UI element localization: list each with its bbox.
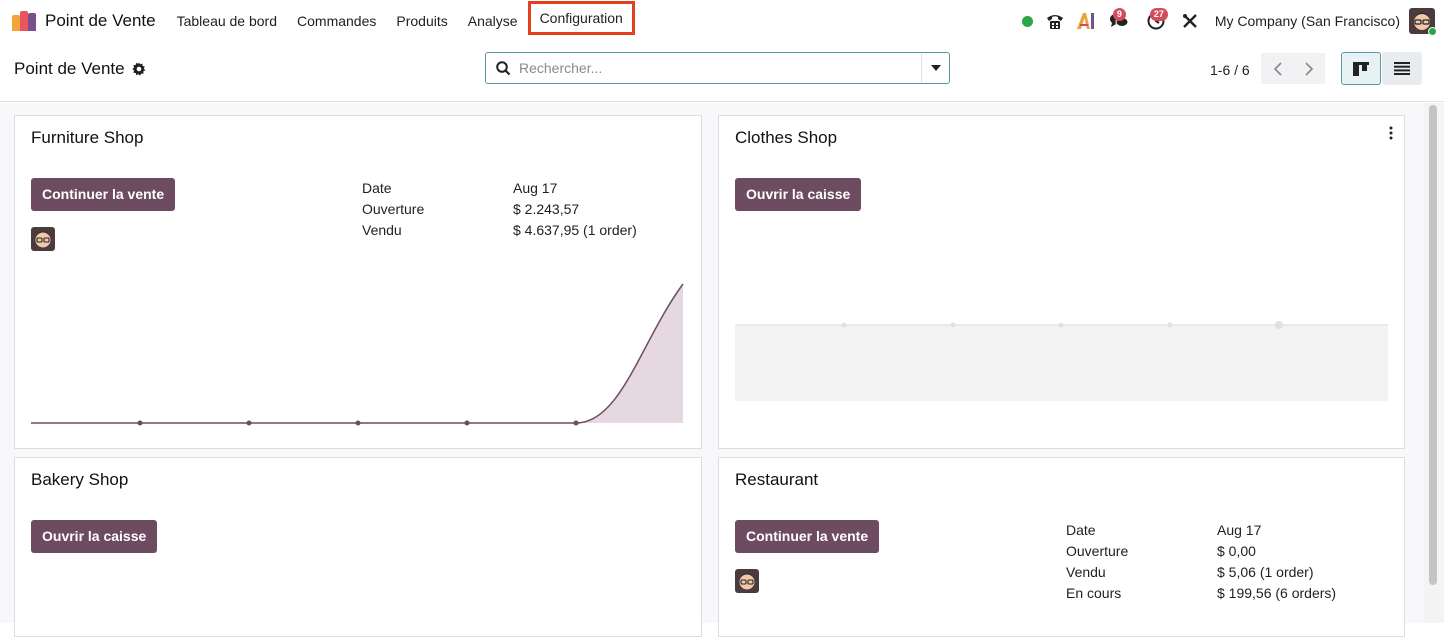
- messages-badge: 9: [1112, 8, 1126, 21]
- pos-app-icon: [12, 11, 38, 31]
- pos-card-furniture[interactable]: Furniture Shop Continuer la vente Date Au…: [14, 115, 702, 449]
- graph-point: [950, 322, 956, 328]
- stat-value-date: Aug 17: [1217, 522, 1262, 538]
- user-avatar[interactable]: [1400, 0, 1444, 42]
- menu-tableau-de-bord[interactable]: Tableau de bord: [176, 13, 278, 29]
- menu-analyse[interactable]: Analyse: [467, 13, 518, 29]
- activities-icon[interactable]: 27: [1137, 0, 1175, 42]
- open-register-button[interactable]: Ouvrir la caisse: [31, 520, 158, 553]
- chevron-left-icon: [1273, 61, 1282, 76]
- main-menu: Tableau de bord Commandes Produits Analy…: [167, 0, 635, 42]
- scrollbar[interactable]: [1424, 103, 1444, 623]
- list-icon: [1394, 62, 1410, 75]
- app-brand[interactable]: Point de Vente: [12, 11, 156, 31]
- debug-tools-icon[interactable]: [1175, 0, 1205, 42]
- graph-point: [1058, 322, 1064, 328]
- chevron-right-icon: [1304, 61, 1313, 76]
- list-view-button[interactable]: [1382, 52, 1422, 85]
- stat-label-date: Date: [362, 180, 392, 196]
- stat-value-sold: $ 4.637,95 (1 order): [513, 222, 637, 238]
- continue-selling-button[interactable]: Continuer la vente: [31, 178, 176, 211]
- control-panel: Point de Vente 1-6 / 6: [0, 42, 1444, 102]
- graph-point: [1167, 322, 1173, 328]
- graph-point: [137, 420, 143, 426]
- card-title: Restaurant: [735, 470, 819, 489]
- breadcrumb: Point de Vente: [14, 59, 146, 79]
- user-avatar: [31, 227, 55, 251]
- graph-point: [246, 420, 252, 426]
- stat-label-in-progress: En cours: [1066, 585, 1122, 601]
- open-register-button[interactable]: Ouvrir la caisse: [735, 178, 862, 211]
- graph-point: [1275, 321, 1283, 329]
- status-dot-icon: [1017, 0, 1039, 42]
- gear-icon[interactable]: [131, 62, 146, 76]
- graph-point: [841, 322, 847, 328]
- pager-previous-button[interactable]: [1261, 53, 1293, 84]
- card-title: Bakery Shop: [31, 470, 129, 489]
- card-title: Furniture Shop: [31, 128, 144, 147]
- stat-label-opening: Ouverture: [1066, 543, 1129, 559]
- graph-point: [464, 420, 470, 426]
- user-avatar: [735, 569, 759, 593]
- stat-label-sold: Vendu: [1066, 564, 1106, 580]
- kebab-menu-icon[interactable]: [1388, 126, 1394, 140]
- search-input[interactable]: [519, 54, 921, 82]
- sales-graph-placeholder: [735, 321, 1388, 401]
- ai-icon[interactable]: [1071, 0, 1101, 42]
- pos-card-restaurant[interactable]: Restaurant Continuer la vente Date Aug 17…: [718, 457, 1405, 637]
- search-icon: [496, 60, 511, 75]
- pager-next-button[interactable]: [1293, 53, 1325, 84]
- stat-value-in-progress: $ 199,56 (6 orders): [1217, 585, 1337, 601]
- menu-configuration[interactable]: Configuration: [527, 1, 635, 35]
- card-title: Clothes Shop: [735, 128, 838, 147]
- menu-commandes[interactable]: Commandes: [297, 13, 377, 29]
- search-bar: [485, 52, 950, 84]
- session-stats: Date Aug 17 Ouverture $ 2.243,57 Vendu $ 4.…: [362, 178, 637, 241]
- stat-value-sold: $ 5,06 (1 order): [1217, 564, 1314, 580]
- app-title: Point de Vente: [45, 11, 156, 30]
- continue-selling-button[interactable]: Continuer la vente: [735, 520, 880, 553]
- systray: 9 27 My Company (San Francisco): [1017, 0, 1444, 42]
- kanban-area: Furniture Shop Continuer la vente Date Au…: [0, 103, 1424, 637]
- stat-label-date: Date: [1066, 522, 1096, 538]
- company-switcher[interactable]: My Company (San Francisco): [1214, 13, 1400, 29]
- session-stats: Date Aug 17 Ouverture $ 0,00 Vendu $ 5,06 (…: [1066, 520, 1336, 604]
- kanban-view-button[interactable]: [1341, 52, 1381, 85]
- pager-value[interactable]: 1-6 / 6: [1210, 62, 1250, 78]
- scrollbar-thumb[interactable]: [1429, 105, 1437, 585]
- pos-card-clothes[interactable]: Clothes Shop Ouvrir la caisse: [718, 115, 1405, 449]
- search-options-toggle[interactable]: [921, 53, 949, 83]
- graph-point: [355, 420, 361, 426]
- stat-value-opening: $ 2.243,57: [513, 201, 580, 217]
- activities-badge: 27: [1149, 8, 1168, 21]
- stat-value-opening: $ 0,00: [1217, 543, 1256, 559]
- stat-label-sold: Vendu: [362, 222, 402, 238]
- caret-down-icon: [930, 65, 941, 71]
- pos-card-bakery[interactable]: Bakery Shop Ouvrir la caisse: [14, 457, 702, 637]
- top-navbar: Point de Vente Tableau de bord Commandes…: [0, 0, 1444, 42]
- kanban-icon: [1353, 61, 1369, 76]
- page-title: Point de Vente: [14, 59, 125, 78]
- menu-produits[interactable]: Produits: [396, 13, 448, 29]
- stat-value-date: Aug 17: [513, 180, 558, 196]
- phone-icon[interactable]: [1039, 0, 1071, 42]
- sales-graph: [31, 283, 684, 426]
- messages-icon[interactable]: 9: [1101, 0, 1137, 42]
- stat-label-opening: Ouverture: [362, 201, 425, 217]
- graph-point: [573, 420, 579, 426]
